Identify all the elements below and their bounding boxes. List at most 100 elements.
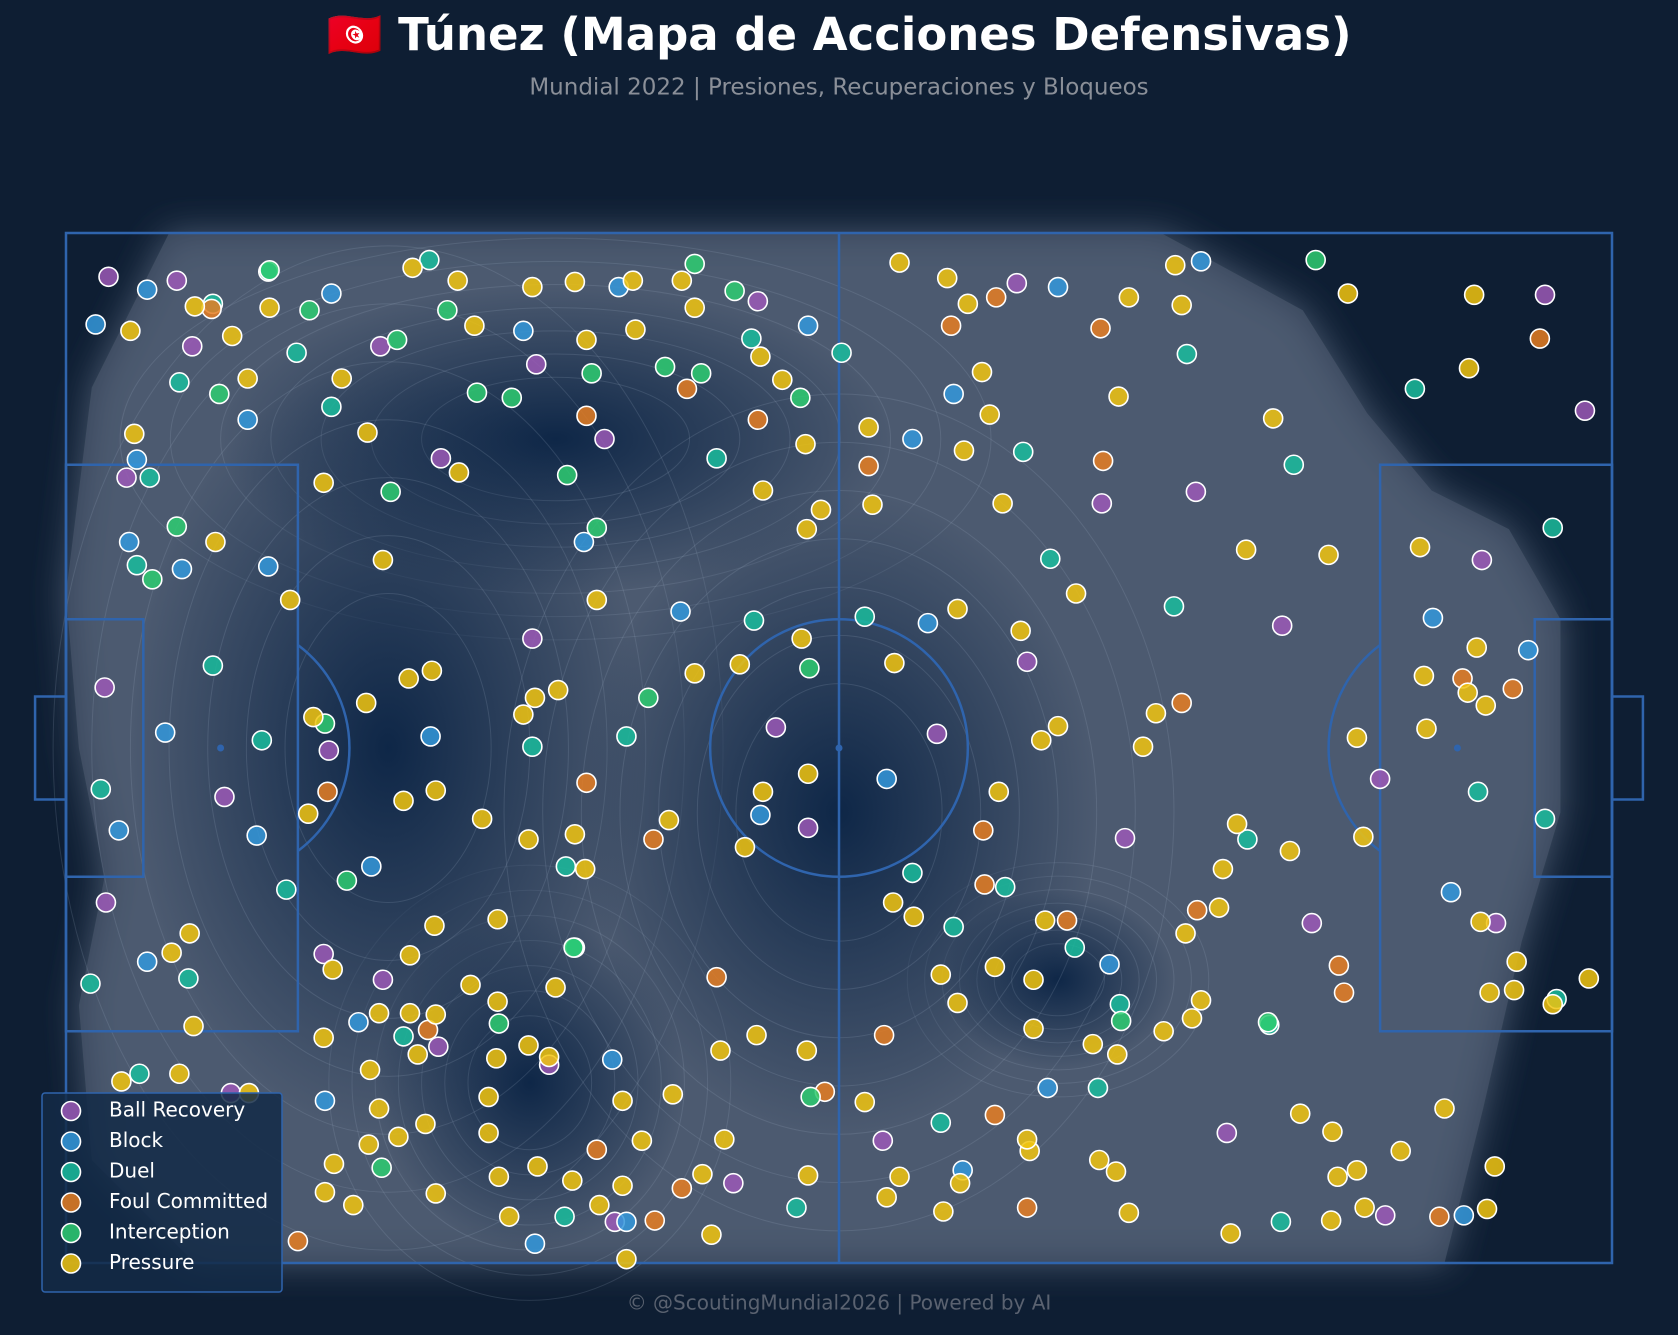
point bbox=[576, 329, 597, 351]
point bbox=[425, 1004, 447, 1025]
point bbox=[1322, 1121, 1343, 1142]
point bbox=[1457, 682, 1479, 703]
point bbox=[972, 820, 994, 841]
point bbox=[314, 1181, 336, 1203]
point bbox=[555, 856, 577, 877]
point bbox=[1404, 378, 1426, 400]
point bbox=[1099, 953, 1120, 975]
point bbox=[586, 1139, 608, 1160]
point bbox=[943, 916, 964, 938]
point bbox=[1164, 254, 1186, 276]
point bbox=[601, 1049, 623, 1070]
point bbox=[947, 992, 968, 1014]
point bbox=[1257, 1011, 1279, 1033]
point bbox=[287, 1230, 309, 1252]
point bbox=[1190, 251, 1212, 272]
point bbox=[321, 396, 342, 418]
point bbox=[1105, 1161, 1127, 1182]
point bbox=[797, 763, 819, 785]
point bbox=[903, 906, 925, 927]
point bbox=[478, 1086, 499, 1108]
point bbox=[430, 448, 452, 469]
point bbox=[957, 293, 979, 315]
point bbox=[171, 558, 193, 580]
point bbox=[359, 1059, 381, 1081]
legend-label: Ball Recovery bbox=[109, 1098, 245, 1122]
point bbox=[684, 253, 706, 275]
point bbox=[710, 1040, 731, 1061]
point bbox=[690, 363, 712, 384]
point bbox=[750, 346, 771, 367]
point bbox=[940, 315, 962, 337]
point bbox=[902, 428, 923, 450]
point bbox=[1012, 441, 1034, 463]
point bbox=[524, 1233, 546, 1254]
point bbox=[810, 499, 832, 521]
pitch bbox=[33, 231, 1645, 1265]
point bbox=[724, 280, 745, 302]
point bbox=[1476, 1198, 1498, 1220]
point bbox=[1440, 881, 1462, 903]
point bbox=[625, 319, 646, 340]
point bbox=[322, 959, 343, 980]
point bbox=[1023, 969, 1044, 991]
point bbox=[1016, 651, 1038, 673]
point bbox=[564, 271, 586, 293]
point bbox=[1289, 1103, 1311, 1124]
point bbox=[1064, 937, 1086, 958]
point bbox=[80, 973, 101, 994]
point bbox=[1030, 729, 1052, 751]
point bbox=[873, 1024, 895, 1046]
point bbox=[1467, 781, 1489, 803]
chart-subtitle: Mundial 2022 | Presiones, Recuperaciones… bbox=[529, 75, 1148, 101]
point bbox=[1132, 736, 1154, 758]
point bbox=[1171, 294, 1192, 316]
point bbox=[882, 892, 904, 913]
point bbox=[1037, 1077, 1059, 1099]
point bbox=[701, 1224, 722, 1245]
point bbox=[765, 717, 787, 738]
point bbox=[586, 589, 608, 611]
point bbox=[612, 1090, 633, 1112]
point bbox=[936, 267, 958, 289]
point bbox=[576, 405, 597, 427]
point bbox=[386, 329, 408, 351]
point bbox=[747, 409, 769, 430]
point bbox=[974, 874, 995, 895]
point bbox=[466, 382, 488, 403]
point bbox=[1090, 317, 1111, 339]
point bbox=[831, 342, 852, 364]
point bbox=[953, 440, 975, 461]
point bbox=[372, 549, 394, 571]
legend-label: Pressure bbox=[109, 1250, 194, 1274]
point bbox=[317, 781, 338, 803]
point bbox=[1118, 1202, 1140, 1224]
point bbox=[478, 1122, 499, 1144]
point bbox=[428, 1036, 449, 1057]
point bbox=[616, 1248, 637, 1270]
pitch-line bbox=[1610, 695, 1645, 801]
point bbox=[1390, 1140, 1412, 1162]
point bbox=[799, 657, 820, 679]
point bbox=[498, 1206, 520, 1227]
point bbox=[142, 569, 163, 590]
point bbox=[589, 1194, 610, 1216]
pitch-spot bbox=[217, 744, 225, 752]
point bbox=[684, 663, 706, 684]
point bbox=[1091, 493, 1113, 514]
point bbox=[947, 598, 968, 620]
point bbox=[368, 1098, 390, 1119]
point bbox=[797, 817, 819, 839]
point bbox=[415, 1113, 436, 1135]
point bbox=[1305, 249, 1326, 271]
point bbox=[1176, 343, 1198, 365]
point bbox=[276, 879, 297, 900]
point bbox=[638, 687, 659, 709]
point bbox=[202, 655, 224, 676]
point bbox=[563, 937, 584, 958]
point bbox=[858, 417, 879, 438]
point bbox=[547, 679, 569, 701]
point bbox=[706, 966, 727, 988]
point bbox=[1353, 826, 1374, 848]
